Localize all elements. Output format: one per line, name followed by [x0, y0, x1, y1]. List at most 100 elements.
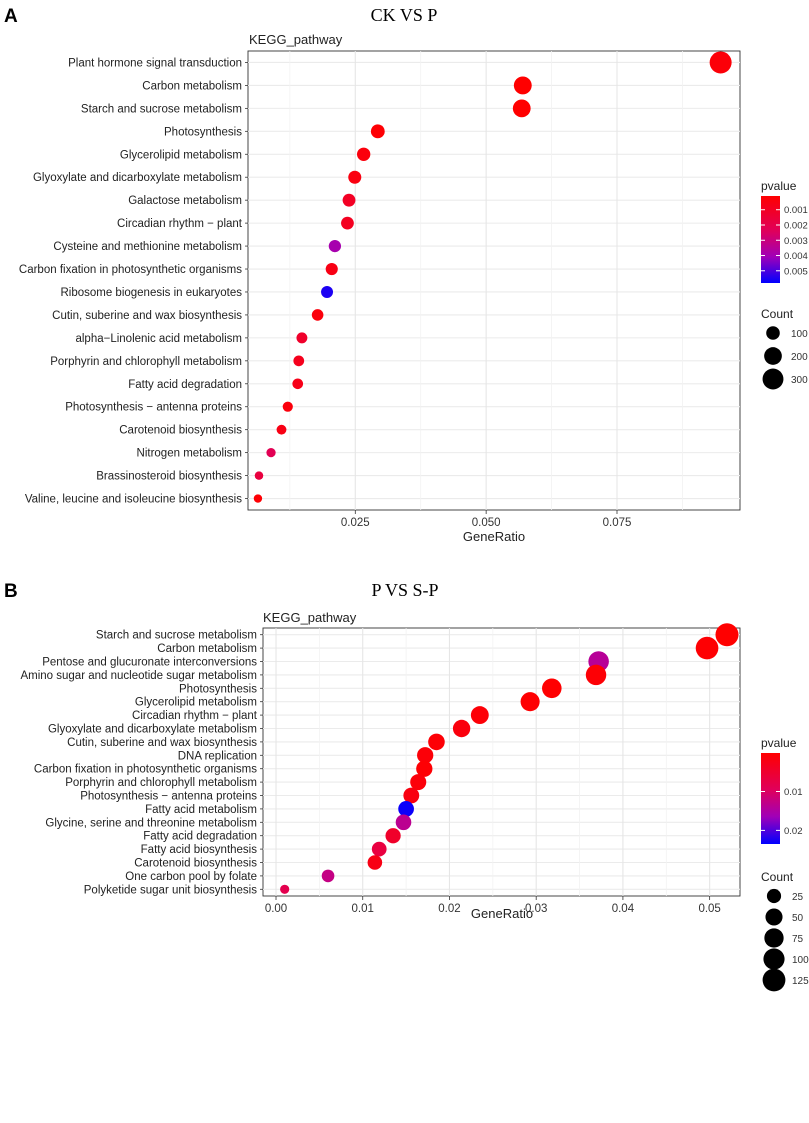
legend-items: 25 50 75 100 125 [762, 888, 809, 992]
y-tick-label: Carotenoid biosynthesis [119, 425, 242, 437]
colorbar-tick-label: 0.004 [784, 251, 808, 262]
y-tick-label: Photosynthesis − antenna proteins [65, 402, 242, 414]
data-point [709, 51, 732, 74]
data-point [470, 706, 489, 725]
y-tick-label: Glycerolipid metabolism [120, 149, 242, 161]
data-point [416, 760, 433, 777]
data-point [513, 76, 532, 95]
data-point [695, 636, 719, 660]
colorbar-ticks: 0.01 0.02 [761, 787, 803, 837]
data-point [367, 855, 383, 870]
panel-letter: A [4, 6, 18, 27]
y-tick-label: Cutin, suberine and wax biosynthesis [52, 310, 242, 322]
grid [263, 628, 740, 896]
data-point [292, 378, 304, 390]
data-point [266, 447, 276, 458]
data-point [311, 309, 324, 321]
legend-circle [764, 347, 782, 365]
data-point [542, 678, 562, 699]
plot-panel [247, 50, 741, 511]
data-point [398, 801, 414, 817]
x-tick-label: 0.075 [603, 517, 632, 529]
data-point [276, 424, 287, 435]
data-point [417, 747, 434, 764]
data-point [282, 401, 293, 412]
x-ticks: 0.00 0.01 0.02 0.03 0.04 0.05 [265, 896, 721, 915]
y-tick-label: Fatty acid biosynthesis [141, 844, 258, 856]
x-ticks: 0.025 0.050 0.075 [341, 510, 631, 529]
y-tick-label: Ribosome biogenesis in eukaryotes [60, 287, 242, 299]
x-tick-label: 0.03 [525, 903, 547, 915]
data-point [280, 884, 290, 894]
data-point [385, 828, 401, 844]
y-tick-label: Porphyrin and chlorophyll metabolism [65, 777, 257, 789]
x-tick-label: 0.02 [438, 903, 460, 915]
legend-circle [766, 888, 782, 904]
data-point [395, 814, 412, 831]
y-tick-label: Starch and sucrose metabolism [96, 630, 257, 642]
legend-title: Count [761, 870, 794, 884]
legend-circle [762, 368, 784, 390]
y-tick-label: Carbon fixation in photosynthetic organi… [34, 764, 257, 776]
data-point [341, 216, 354, 230]
legend-label: 50 [792, 913, 804, 924]
x-tick-label: 0.025 [341, 517, 370, 529]
legend-label: 100 [792, 955, 809, 966]
legend-label: 300 [791, 375, 808, 386]
colorbar-tick-label: 0.002 [784, 221, 808, 232]
y-tick-label: Fatty acid degradation [128, 379, 242, 391]
data-point [296, 332, 308, 344]
colorbar [761, 753, 780, 844]
y-tick-label: Glycine, serine and threonine metabolism [45, 817, 257, 829]
y-tick-label: Polyketide sugar unit biosynthesis [84, 884, 257, 896]
legend-circle [762, 968, 786, 992]
y-axis-title: KEGG_pathway [263, 610, 357, 625]
panel-letter: B [4, 581, 18, 602]
y-tick-labels: Plant hormone signal transduction Carbon … [19, 57, 248, 506]
panel-b: B P VS S-P KEGG_pathway Starch and sucro… [4, 580, 809, 992]
y-tick-label: Brassinosteroid biosynthesis [96, 471, 242, 483]
y-tick-label: Nitrogen metabolism [137, 448, 242, 460]
y-tick-label: Cutin, suberine and wax biosynthesis [67, 737, 257, 749]
colorbar [761, 196, 780, 283]
pvalue-legend: pvalue 0.001 0.002 0.003 0.004 0.005 [761, 179, 808, 283]
data-point [585, 664, 607, 686]
plot-area [262, 623, 741, 897]
legend-items: 100 200 300 [762, 326, 808, 390]
legend-title: pvalue [761, 179, 797, 193]
colorbar-tick-label: 0.01 [784, 787, 803, 798]
y-tick-label: Cysteine and methionine metabolism [53, 241, 242, 253]
legend-circle [766, 326, 780, 340]
y-tick-label: Glyoxylate and dicarboxylate metabolism [48, 724, 257, 736]
x-axis-title: GeneRatio [471, 906, 533, 921]
colorbar-tick-label: 0.003 [784, 236, 808, 247]
y-tick-label: Photosynthesis [164, 126, 242, 138]
y-tick-label: Fatty acid degradation [143, 831, 257, 843]
legend-label: 100 [791, 329, 808, 340]
legend-title: Count [761, 307, 794, 321]
count-legend: Count 25 50 75 100 125 [761, 870, 809, 992]
legend-label: 200 [791, 352, 808, 363]
data-point [348, 170, 362, 184]
y-tick-label: Carbon metabolism [142, 80, 242, 92]
data-point [293, 355, 305, 367]
data-point [403, 787, 420, 804]
data-point [321, 869, 335, 883]
data-point [512, 99, 531, 118]
data-point [715, 623, 739, 647]
y-tick-label: Starch and sucrose metabolism [81, 103, 242, 115]
y-tick-label: Carbon metabolism [157, 643, 257, 655]
legend-circle [764, 928, 784, 948]
plot-panel [262, 627, 741, 897]
count-legend: Count 100 200 300 [761, 307, 808, 390]
legend-circle [763, 948, 785, 970]
y-tick-label: Carbon fixation in photosynthetic organi… [19, 264, 242, 276]
colorbar-ticks: 0.001 0.002 0.003 0.004 0.005 [761, 205, 808, 277]
data-point [254, 471, 264, 480]
data-points [280, 623, 739, 894]
panel-a: A CK VS P KEGG_pathway Plant hormone sig… [4, 5, 808, 544]
x-tick-label: 0.04 [612, 903, 635, 915]
pvalue-legend: pvalue 0.01 0.02 [761, 736, 803, 844]
y-axis-title: KEGG_pathway [249, 32, 343, 47]
x-axis-title: GeneRatio [463, 529, 525, 544]
